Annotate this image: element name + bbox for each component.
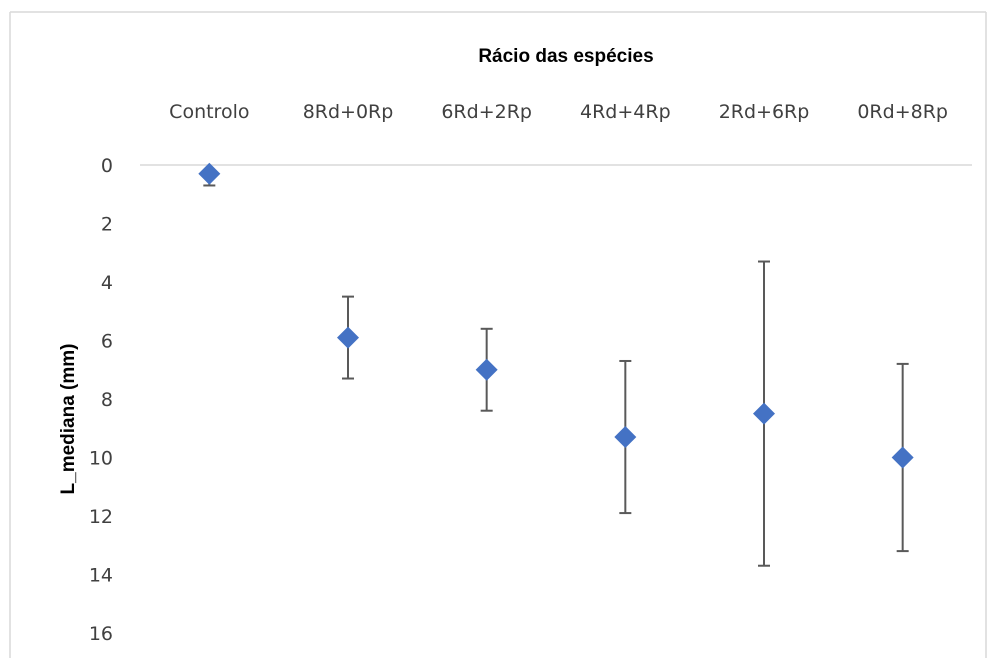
data-point-marker	[475, 358, 498, 381]
data-point-marker	[891, 446, 914, 469]
x-category-label: 0Rd+8Rp	[857, 101, 948, 123]
x-axis-title: Rácio das espécies	[478, 46, 653, 67]
y-axis-title: L_mediana (mm)	[58, 344, 79, 495]
y-tick-label: 12	[89, 506, 113, 528]
data-point-marker	[753, 402, 775, 425]
x-category-label: 2Rd+6Rp	[719, 101, 810, 123]
y-tick-label: 10	[89, 448, 113, 470]
x-category-label: 4Rd+4Rp	[580, 101, 671, 123]
y-tick-label: 16	[89, 623, 113, 645]
data-point-marker	[614, 426, 637, 449]
data-point-marker	[198, 162, 221, 185]
y-tick-label: 2	[101, 214, 113, 236]
y-tick-label: 6	[101, 331, 113, 353]
y-tick-label: 8	[101, 389, 113, 411]
data-point-marker	[337, 326, 359, 349]
x-category-label: 6Rd+2Rp	[441, 101, 532, 123]
y-tick-label: 14	[89, 565, 113, 587]
y-tick-label: 4	[101, 272, 113, 294]
x-category-label: 8Rd+0Rp	[303, 101, 394, 123]
x-category-label: Controlo	[169, 101, 249, 123]
y-tick-label: 0	[101, 155, 113, 177]
